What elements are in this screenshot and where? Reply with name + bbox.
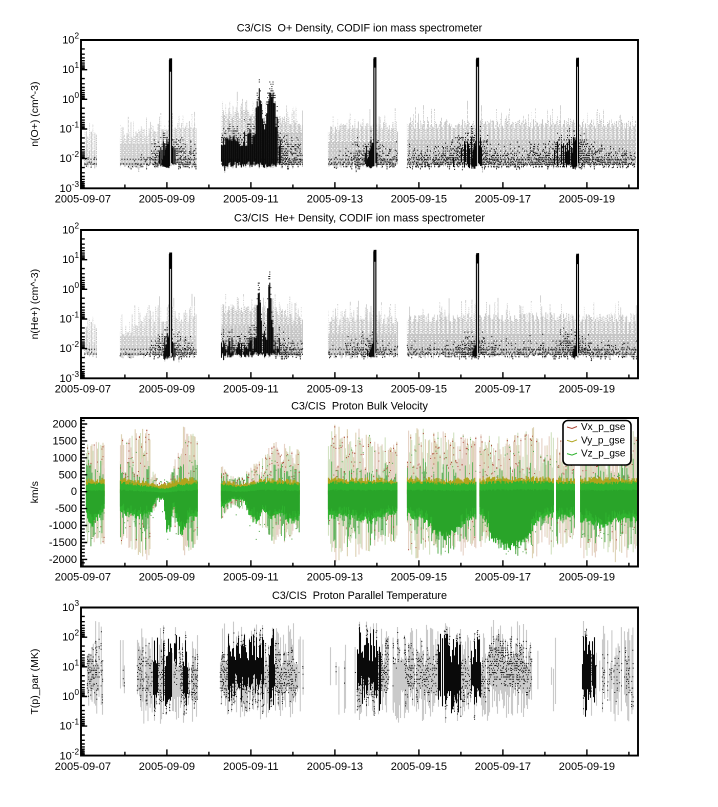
svg-text:2005-09-19: 2005-09-19 — [559, 384, 615, 396]
svg-text:2005-09-07: 2005-09-07 — [55, 572, 111, 584]
svg-text:-1500: -1500 — [49, 537, 77, 549]
svg-text:2005-09-19: 2005-09-19 — [559, 761, 615, 773]
svg-text:C3/CIS He+ Density, CODIF ion: C3/CIS He+ Density, CODIF ion mass spect… — [234, 213, 485, 225]
svg-text:2005-09-07: 2005-09-07 — [55, 194, 111, 206]
svg-text:1000: 1000 — [53, 452, 77, 464]
svg-text:2005-09-13: 2005-09-13 — [307, 194, 363, 206]
svg-text:2005-09-09: 2005-09-09 — [139, 194, 195, 206]
svg-text:C3/CIS Proton Parallel Temper: C3/CIS Proton Parallel Temperature — [272, 590, 447, 602]
svg-text:2005-09-15: 2005-09-15 — [391, 761, 447, 773]
svg-text:C3/CIS Proton Bulk Velocity: C3/CIS Proton Bulk Velocity — [291, 401, 428, 413]
svg-text:-2000: -2000 — [49, 554, 77, 566]
svg-text:2005-09-19: 2005-09-19 — [559, 194, 615, 206]
svg-text:Vx_p_gse: Vx_p_gse — [581, 422, 626, 433]
svg-text:2005-09-11: 2005-09-11 — [223, 761, 278, 773]
svg-text:Vy_p_gse: Vy_p_gse — [581, 435, 626, 446]
svg-text:2005-09-15: 2005-09-15 — [391, 194, 447, 206]
svg-text:2005-09-17: 2005-09-17 — [475, 384, 531, 396]
svg-text:2005-09-11: 2005-09-11 — [223, 572, 278, 584]
svg-text:2005-09-11: 2005-09-11 — [223, 194, 278, 206]
svg-text:2005-09-17: 2005-09-17 — [475, 572, 531, 584]
svg-text:n(O+) (cm^-3): n(O+) (cm^-3) — [29, 81, 41, 146]
svg-text:2005-09-07: 2005-09-07 — [55, 384, 111, 396]
svg-text:2005-09-15: 2005-09-15 — [391, 384, 447, 396]
svg-text:2005-09-17: 2005-09-17 — [475, 761, 531, 773]
svg-text:2005-09-09: 2005-09-09 — [139, 572, 195, 584]
svg-text:-1000: -1000 — [49, 520, 77, 532]
svg-text:2005-09-09: 2005-09-09 — [139, 761, 195, 773]
svg-text:Vz_p_gse: Vz_p_gse — [581, 449, 626, 460]
svg-text:2005-09-19: 2005-09-19 — [559, 572, 615, 584]
svg-text:C3/CIS O+ Density, CODIF ion: C3/CIS O+ Density, CODIF ion mass spectr… — [237, 23, 483, 35]
svg-text:2000: 2000 — [53, 419, 77, 431]
svg-text:2005-09-17: 2005-09-17 — [475, 194, 531, 206]
svg-text:-500: -500 — [55, 503, 77, 515]
svg-text:2005-09-15: 2005-09-15 — [391, 572, 447, 584]
svg-text:0: 0 — [71, 486, 77, 498]
svg-text:1500: 1500 — [53, 435, 77, 447]
svg-text:2005-09-09: 2005-09-09 — [139, 384, 195, 396]
svg-text:2005-09-13: 2005-09-13 — [307, 761, 363, 773]
svg-text:T(p)_par (MK): T(p)_par (MK) — [29, 649, 41, 715]
svg-text:2005-09-13: 2005-09-13 — [307, 384, 363, 396]
svg-text:500: 500 — [59, 469, 77, 481]
svg-text:km/s: km/s — [29, 481, 41, 503]
svg-text:2005-09-11: 2005-09-11 — [223, 384, 278, 396]
svg-text:n(He+) (cm^-3): n(He+) (cm^-3) — [29, 269, 41, 340]
svg-text:2005-09-07: 2005-09-07 — [55, 761, 111, 773]
svg-text:2005-09-13: 2005-09-13 — [307, 572, 363, 584]
